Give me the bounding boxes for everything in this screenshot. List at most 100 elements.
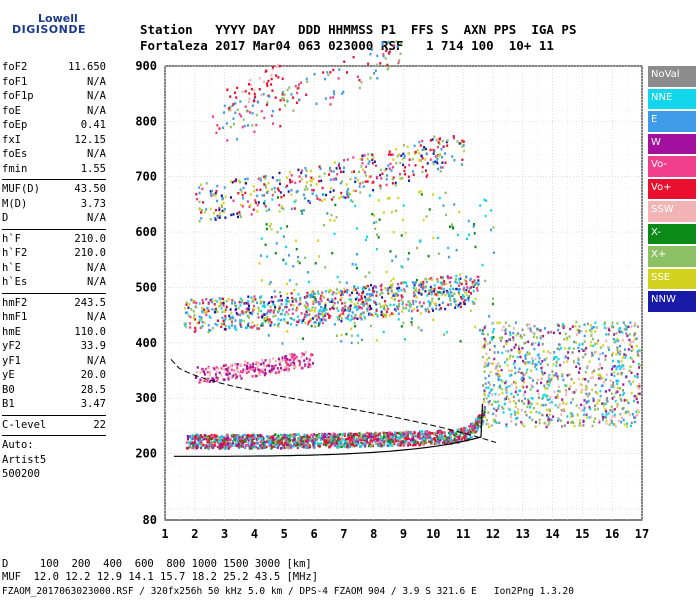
param-value: 210.0 xyxy=(74,247,106,259)
header-row-labels: Station YYYY DAY DDD HHMMSS P1 FFS S AXN… xyxy=(140,22,577,37)
auto-label: Auto: xyxy=(2,439,34,451)
x-tick-label: 13 xyxy=(516,527,530,541)
param-row: foE N/A xyxy=(2,104,106,119)
x-tick-label: 15 xyxy=(575,527,589,541)
y-tick-label: 80 xyxy=(143,513,157,527)
param-value: N/A xyxy=(87,276,106,288)
x-tick-label: 4 xyxy=(251,527,258,541)
y-tick-label: 900 xyxy=(135,59,157,73)
param-value: 11.650 xyxy=(68,61,106,73)
logo-lowell: Lowell xyxy=(38,12,78,25)
param-value: 20.0 xyxy=(80,369,106,381)
param-value: N/A xyxy=(87,148,106,160)
param-value: N/A xyxy=(87,311,106,323)
param-value: N/A xyxy=(87,75,106,88)
autoscaler-version: 500200 xyxy=(2,468,40,480)
param-value: 0.41 xyxy=(80,119,106,131)
param-row: yE 20.0 xyxy=(2,368,106,383)
x-tick-label: 10 xyxy=(426,527,440,541)
params-profile: hmF2 243.5 hmF1 N/A hmE 110.0 yF2 33.9 yF1 N/A yE 2… xyxy=(2,296,106,412)
footer-distance-row: D 100 200 400 600 800 1000 1500 3000 [km… xyxy=(2,558,312,570)
param-name: fxI xyxy=(2,133,21,146)
parameter-panel: foF2 11.650 foF1 N/A foF1p N/A foE N/A foEp 0.41 f… xyxy=(2,60,106,482)
params-critical-frequencies: foF2 11.650 foF1 N/A foF1p N/A foE N/A foEp 0.41 f… xyxy=(2,60,106,176)
legend-item-vo-: Vo+ xyxy=(648,178,696,201)
legend-item-x-: X- xyxy=(648,223,696,246)
param-value: N/A xyxy=(87,261,106,274)
params-muf: MUF(D) 43.50 M(D) 3.73 D N/A xyxy=(2,182,106,226)
param-name: foEs xyxy=(2,148,28,160)
param-name: B0 xyxy=(2,383,15,396)
y-tick-label: 600 xyxy=(135,225,157,239)
x-tick-label: 6 xyxy=(310,527,317,541)
param-row: foF2 11.650 xyxy=(2,60,106,75)
footer-muf-row: MUF 12.0 12.2 12.9 14.1 15.7 18.2 25.2 4… xyxy=(2,571,319,583)
param-value: 1.55 xyxy=(80,162,106,175)
param-row: C-level 22 xyxy=(2,418,106,433)
param-name: D xyxy=(2,212,9,224)
trace-curve xyxy=(173,403,484,457)
param-row: yF2 33.9 xyxy=(2,339,106,354)
param-name: foE xyxy=(2,104,21,117)
ionogram-chart: 1 2 3 4 5 6 7 8 9 10 11 12 13 14 15 16 17802003004005006… xyxy=(135,40,649,541)
autoscaler-name: Artist5 xyxy=(2,453,47,466)
param-row: foF1 N/A xyxy=(2,75,106,90)
param-name: yE xyxy=(2,369,15,381)
param-value: 43.50 xyxy=(74,183,106,195)
param-value: 12.15 xyxy=(74,133,106,146)
param-value: 243.5 xyxy=(74,296,106,309)
legend-item-nne: NNE xyxy=(648,88,696,111)
param-value: 22 xyxy=(93,418,106,431)
x-tick-label: 9 xyxy=(400,527,407,541)
electron-density-profile xyxy=(170,359,497,443)
param-row: foEs N/A xyxy=(2,147,106,162)
y-tick-label: 300 xyxy=(135,391,157,405)
param-row: h`F2 210.0 xyxy=(2,246,106,261)
param-row: hmF2 243.5 xyxy=(2,296,106,311)
param-value: 28.5 xyxy=(80,383,106,396)
x-tick-label: 8 xyxy=(370,527,377,541)
param-value: 3.47 xyxy=(80,398,106,410)
param-name: hmE xyxy=(2,325,21,338)
echo-traces xyxy=(183,40,641,450)
x-tick-label: 16 xyxy=(605,527,619,541)
param-value: 3.73 xyxy=(80,197,106,210)
x-tick-label: 7 xyxy=(340,527,347,541)
y-tick-label: 200 xyxy=(135,447,157,461)
legend-item-vo-: Vo- xyxy=(648,156,696,179)
y-tick-label: 700 xyxy=(135,170,157,184)
y-tick-label: 400 xyxy=(135,336,157,350)
legend-item-ssw: SSW xyxy=(648,201,696,224)
param-name: h`Es xyxy=(2,276,28,288)
param-row: B1 3.47 xyxy=(2,397,106,412)
param-row: h`E N/A xyxy=(2,261,106,276)
polarization-legend: NoVal NNE E W Vo- Vo+ SSW X- X+ SSE NNW xyxy=(648,66,696,314)
x-tick-label: 17 xyxy=(635,527,649,541)
param-row: hmE 110.0 xyxy=(2,325,106,340)
param-row: MUF(D) 43.50 xyxy=(2,182,106,197)
param-name: h`E xyxy=(2,261,21,274)
param-name: B1 xyxy=(2,398,15,410)
param-row: B0 28.5 xyxy=(2,383,106,398)
param-row: foEp 0.41 xyxy=(2,118,106,133)
param-row: h`F 210.0 xyxy=(2,232,106,247)
x-tick-label: 14 xyxy=(545,527,559,541)
param-row: h`Es N/A xyxy=(2,275,106,290)
param-name: h`F xyxy=(2,232,21,245)
param-name: C-level xyxy=(2,418,47,431)
divider xyxy=(2,292,106,294)
divider xyxy=(2,435,106,436)
x-tick-label: 11 xyxy=(456,527,470,541)
param-row: M(D) 3.73 xyxy=(2,197,106,212)
legend-item-sse: SSE xyxy=(648,268,696,291)
x-tick-label: 3 xyxy=(221,527,228,541)
divider xyxy=(2,414,106,416)
param-value: N/A xyxy=(87,104,106,117)
param-name: fmin xyxy=(2,162,28,175)
param-row: D N/A xyxy=(2,211,106,226)
x-tick-label: 12 xyxy=(486,527,500,541)
param-value: N/A xyxy=(87,354,106,367)
divider xyxy=(2,179,106,180)
header-row-values: Fortaleza 2017 Mar04 063 023000 RSF 1 71… xyxy=(140,38,554,53)
param-name: MUF(D) xyxy=(2,183,40,195)
